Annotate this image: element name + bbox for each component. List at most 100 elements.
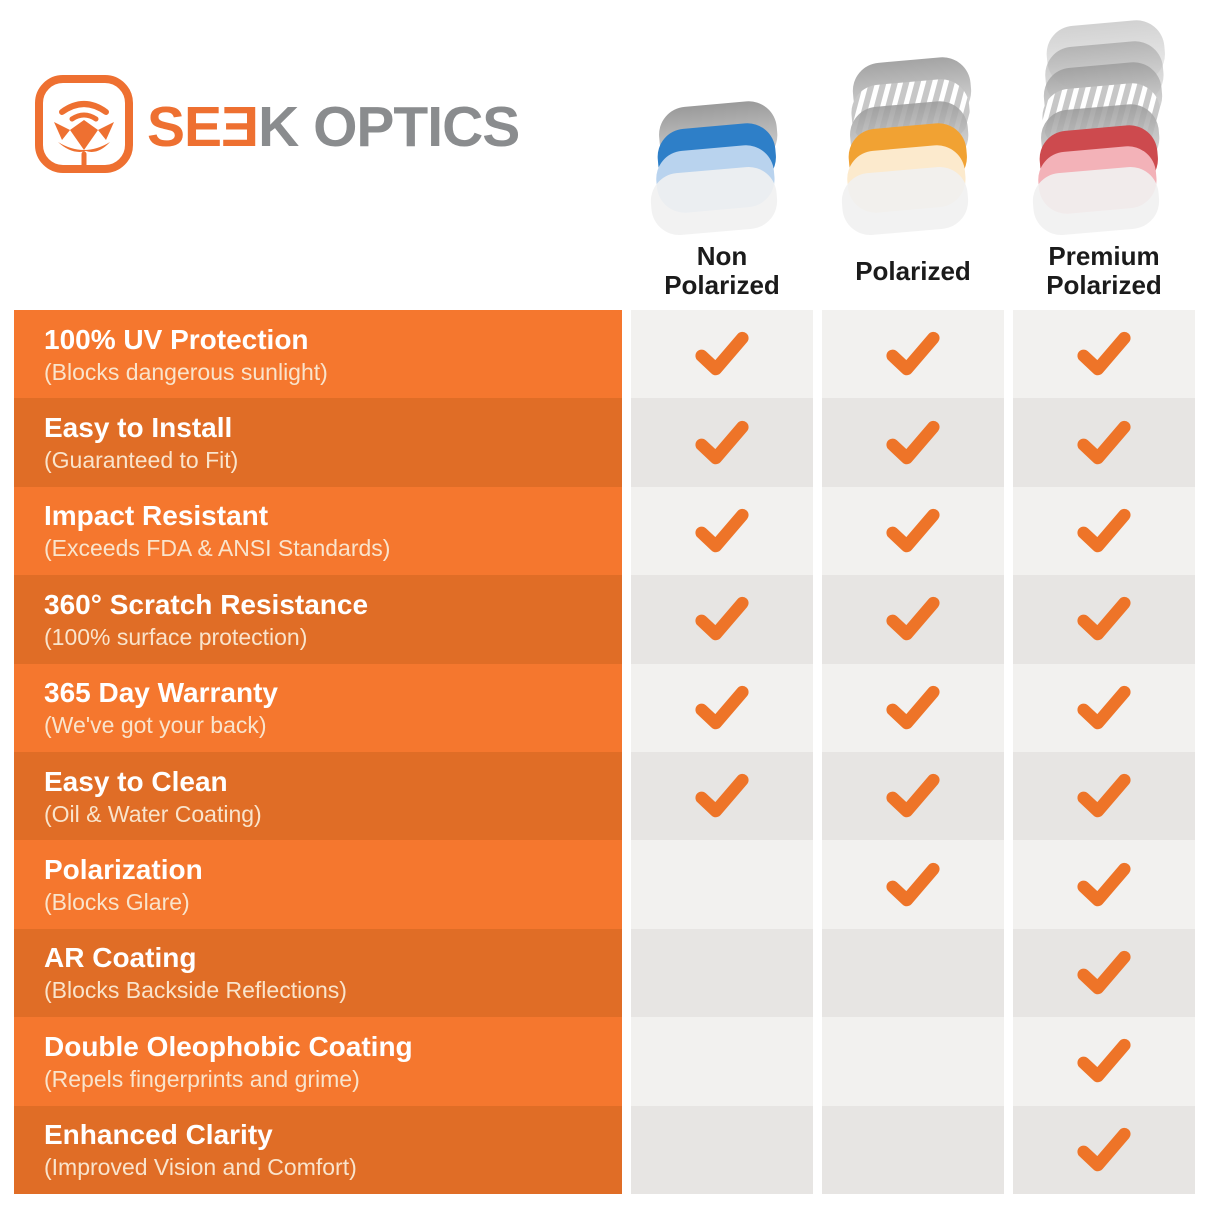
check-icon [886, 862, 940, 906]
feature-cell: 365 Day Warranty (We've got your back) [14, 663, 622, 752]
check-cell-polarized [822, 751, 1004, 841]
feature-title: Enhanced Clarity [44, 1119, 273, 1151]
check-cell-polarized [822, 1105, 1004, 1194]
check-icon [1077, 332, 1131, 376]
check-icon [1077, 773, 1131, 818]
check-icon [1077, 1039, 1131, 1083]
check-icon [886, 508, 940, 553]
feature-cell: Easy to Install (Guaranteed to Fit) [14, 398, 622, 487]
check-cell-premium-polarized [1013, 1017, 1195, 1106]
red-premium-polarized-lens-stack-illustration [1019, 19, 1189, 238]
check-cell-premium-polarized [1013, 486, 1195, 576]
check-cell-polarized [822, 1017, 1004, 1106]
brand-area: SEƎK OPTICS [14, 0, 622, 310]
feature-cell: Easy to Clean (Oil & Water Coating) [14, 751, 622, 841]
feature-subtitle: (Repels fingerprints and grime) [44, 1065, 360, 1092]
feature-subtitle: (Blocks dangerous sunlight) [44, 358, 328, 385]
brand-logo: SEƎK OPTICS [34, 72, 520, 181]
feature-cell: Enhanced Clarity (Improved Vision and Com… [14, 1105, 622, 1194]
feature-subtitle: (100% surface protection) [44, 623, 308, 650]
feature-cell: 100% UV Protection (Blocks dangerous sunl… [14, 310, 622, 399]
check-cell-premium-polarized [1013, 398, 1195, 487]
check-icon [695, 420, 749, 464]
check-icon [695, 597, 749, 641]
check-icon [1077, 508, 1131, 553]
check-cell-non-polarized [631, 398, 813, 487]
check-cell-polarized [822, 486, 1004, 576]
check-cell-non-polarized [631, 751, 813, 841]
check-cell-non-polarized [631, 486, 813, 576]
feature-subtitle: (Blocks Backside Reflections) [44, 977, 347, 1004]
comparison-table: 100% UV Protection (Blocks dangerous sunl… [0, 310, 1214, 1194]
check-icon [886, 773, 940, 818]
check-cell-non-polarized [631, 928, 813, 1018]
column-label-premium-polarized: Premium Polarized [1046, 241, 1162, 300]
check-cell-non-polarized [631, 575, 813, 664]
feature-subtitle: (Oil & Water Coating) [44, 800, 262, 827]
check-icon [695, 773, 749, 818]
feature-title: AR Coating [44, 942, 197, 974]
feature-title: 360° Scratch Resistance [44, 588, 369, 620]
check-icon [886, 597, 940, 641]
check-cell-non-polarized [631, 1017, 813, 1106]
check-icon [695, 685, 749, 730]
check-cell-premium-polarized [1013, 575, 1195, 664]
brand-wordmark: SEƎK OPTICS [147, 94, 520, 160]
feature-cell: Double Oleophobic Coating (Repels fingerp… [14, 1017, 622, 1106]
feature-cell: Impact Resistant (Exceeds FDA & ANSI Stan… [14, 486, 622, 576]
feature-title: Double Oleophobic Coating [44, 1030, 413, 1062]
check-icon [886, 685, 940, 730]
column-label-polarized: Polarized [855, 255, 971, 286]
feature-subtitle: (Guaranteed to Fit) [44, 447, 239, 474]
feature-cell: 360° Scratch Resistance (100% surface pro… [14, 575, 622, 664]
column-header-non-polarized: Non Polarized [631, 0, 813, 310]
check-cell-non-polarized [631, 663, 813, 752]
check-icon [1077, 862, 1131, 906]
column-header-polarized: Polarized [822, 0, 1004, 310]
feature-title: Polarization [44, 854, 203, 886]
check-cell-polarized [822, 310, 1004, 399]
column-header-premium-polarized: Premium Polarized [1013, 0, 1195, 310]
feature-subtitle: (We've got your back) [44, 712, 267, 739]
feature-cell: AR Coating (Blocks Backside Reflections) [14, 928, 622, 1018]
feature-title: 365 Day Warranty [44, 677, 278, 709]
check-cell-polarized [822, 398, 1004, 487]
check-cell-non-polarized [631, 310, 813, 399]
column-label-non-polarized: Non Polarized [664, 241, 780, 300]
check-icon [1077, 1127, 1131, 1171]
check-cell-premium-polarized [1013, 1105, 1195, 1194]
check-cell-non-polarized [631, 840, 813, 929]
feature-title: 100% UV Protection [44, 323, 309, 355]
feature-title: Easy to Install [44, 412, 233, 444]
brand-wordmark-secondary: K OPTICS [258, 94, 520, 159]
check-icon [695, 508, 749, 553]
blue-lens-stack-illustration [637, 100, 807, 238]
check-icon [1077, 685, 1131, 730]
check-icon [1077, 597, 1131, 641]
amber-polarized-lens-stack-illustration [828, 56, 998, 238]
feature-subtitle: (Exceeds FDA & ANSI Standards) [44, 535, 391, 562]
header: SEƎK OPTICS Non Polarized Polarized Premi… [0, 0, 1214, 310]
check-icon [886, 420, 940, 464]
check-cell-polarized [822, 928, 1004, 1018]
check-icon [1077, 420, 1131, 464]
check-cell-polarized [822, 840, 1004, 929]
check-cell-polarized [822, 663, 1004, 752]
feature-subtitle: (Improved Vision and Comfort) [44, 1154, 357, 1181]
feature-cell: Polarization (Blocks Glare) [14, 840, 622, 929]
check-icon [695, 332, 749, 376]
check-cell-polarized [822, 575, 1004, 664]
check-cell-non-polarized [631, 1105, 813, 1194]
check-cell-premium-polarized [1013, 928, 1195, 1018]
check-cell-premium-polarized [1013, 663, 1195, 752]
feature-title: Easy to Clean [44, 765, 228, 797]
seek-optics-emblem-icon [34, 72, 134, 181]
check-icon [1077, 950, 1131, 995]
check-cell-premium-polarized [1013, 751, 1195, 841]
check-cell-premium-polarized [1013, 310, 1195, 399]
check-cell-premium-polarized [1013, 840, 1195, 929]
feature-title: Impact Resistant [44, 500, 269, 532]
brand-wordmark-primary: SEƎ [147, 94, 259, 159]
check-icon [886, 332, 940, 376]
